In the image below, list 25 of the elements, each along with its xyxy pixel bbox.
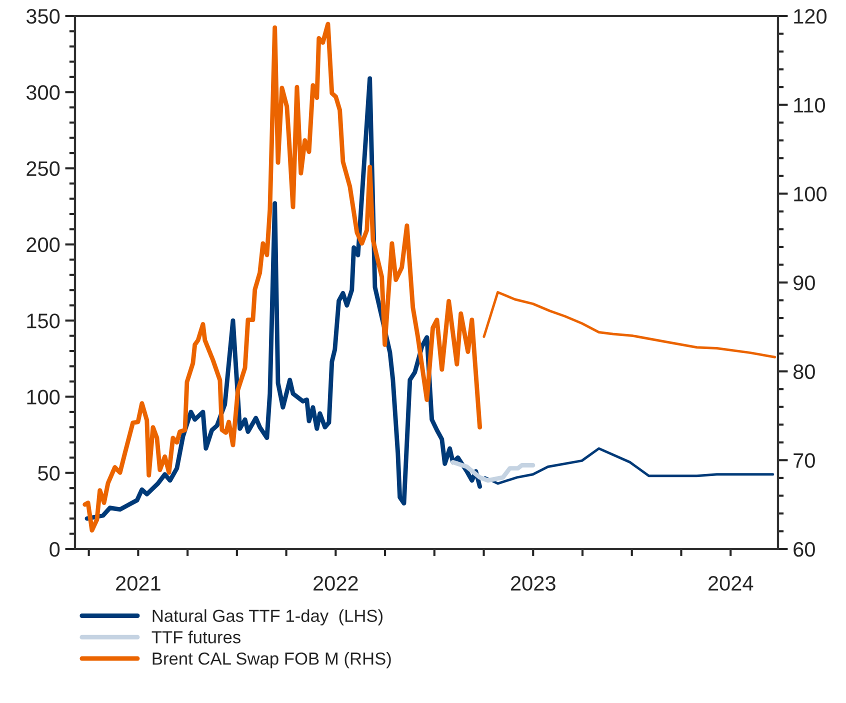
y-tick-label: 350 — [26, 9, 60, 24]
x-tick-label: 2022 — [314, 576, 358, 591]
y2-tick-label: 100 — [794, 186, 827, 202]
y-tick-label: 100 — [27, 390, 60, 404]
y-tick-label: 150 — [27, 314, 60, 328]
y-tick-label: 200 — [26, 237, 60, 252]
x-tick-label: 2023 — [511, 576, 556, 591]
line-series — [450, 460, 536, 483]
y2-tick-label: 60 — [794, 542, 815, 557]
y-tick-label: 300 — [26, 85, 60, 100]
line-series — [484, 447, 774, 485]
legend-label: Natural Gas TTF 1-day (LHS) — [152, 609, 383, 626]
line-series — [482, 291, 776, 358]
x-tick-label: 2024 — [708, 576, 754, 591]
x-tick-label: 2021 — [116, 576, 160, 591]
y2-tick-label: 120 — [794, 9, 827, 24]
y2-tick-label: 90 — [794, 276, 815, 290]
y-tick-label: 50 — [38, 466, 60, 481]
legend-label: TTF futures — [152, 630, 240, 644]
y-tick-label: 250 — [26, 161, 60, 176]
legend-label: Brent CAL Swap FOB M (RHS) — [152, 652, 391, 668]
y2-tick-label: 110 — [794, 98, 825, 113]
y-tick-label: 0 — [50, 542, 60, 557]
y2-tick-label: 80 — [793, 364, 815, 380]
y2-tick-label: 70 — [794, 453, 815, 468]
